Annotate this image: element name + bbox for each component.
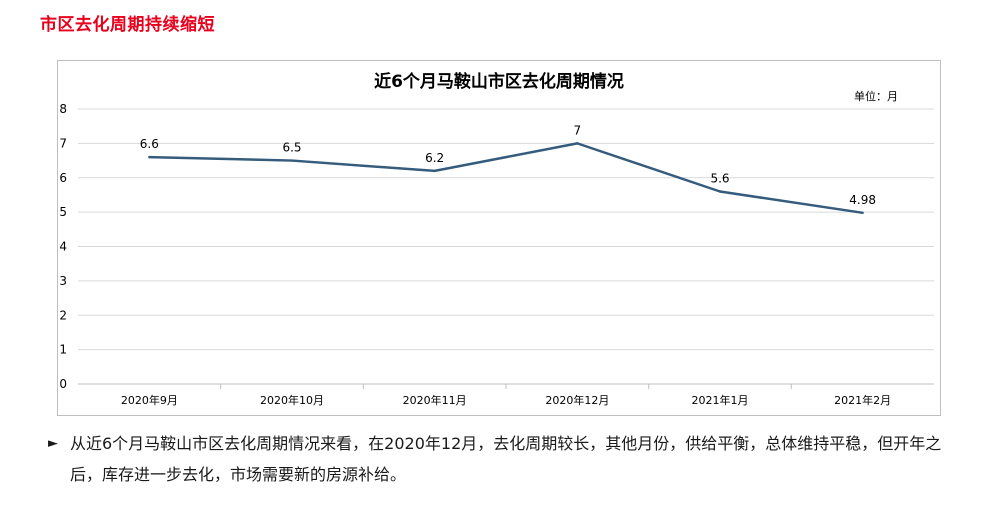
chart-title: 近6个月马鞍山市区去化周期情况: [374, 71, 624, 92]
section-title: 市区去化周期持续缩短: [40, 15, 215, 35]
data-label: 4.98: [849, 193, 876, 207]
x-tick-label: 2020年11月: [403, 393, 467, 407]
unit-label: 单位：月: [854, 89, 898, 103]
data-label: 6.6: [140, 137, 159, 151]
data-point: [148, 155, 151, 159]
summary-paragraph: ► 从近6个月马鞍山市区去化周期情况来看，在2020年12月，去化周期较长，其他…: [48, 428, 953, 490]
line-chart: 0 1 2 3 4 5 6 7 8 2020年9月 2020年10月 2020年11月 2020年12…: [59, 71, 934, 407]
y-tick-label: 3: [59, 274, 67, 288]
y-tick-label: 2: [59, 308, 67, 322]
data-point: [433, 169, 436, 173]
gridlines: [78, 108, 934, 385]
data-label: 6.2: [425, 151, 444, 165]
chart-frame: 0 1 2 3 4 5 6 7 8 2020年9月 2020年10月 2020年11月 2020年12…: [57, 60, 941, 416]
data-point: [861, 211, 864, 215]
series-layer: [148, 142, 864, 215]
data-label: 6.5: [282, 141, 301, 155]
y-tick-labels: 0 1 2 3 4 5 6 7 8: [59, 102, 67, 391]
bullet-icon: ►: [48, 436, 58, 451]
data-point: [576, 142, 579, 145]
x-tick-labels: 2020年9月 2020年10月 2020年11月 2020年12月 2021年1月 20…: [121, 384, 891, 407]
y-tick-label: 5: [59, 205, 67, 219]
x-tick-label: 2021年1月: [692, 393, 749, 407]
y-tick-label: 0: [59, 377, 67, 391]
y-tick-label: 6: [59, 171, 67, 185]
x-tick-label: 2020年10月: [260, 393, 324, 407]
x-tick-label: 2020年12月: [545, 393, 609, 407]
data-label: 5.6: [710, 172, 729, 186]
y-tick-label: 7: [59, 136, 67, 150]
data-point: [290, 159, 294, 162]
x-tick-label: 2021年2月: [834, 393, 891, 407]
data-point: [718, 190, 722, 193]
data-labels: 6.6 6.5 6.2 7 5.6 4.98: [140, 123, 876, 206]
x-tick-label: 2020年9月: [121, 393, 178, 407]
summary-text: 从近6个月马鞍山市区去化周期情况来看，在2020年12月，去化周期较长，其他月份…: [70, 434, 942, 484]
y-tick-label: 8: [59, 102, 67, 116]
data-label: 7: [574, 123, 582, 137]
y-tick-label: 4: [59, 240, 67, 254]
series-line: [149, 142, 863, 215]
y-tick-label: 1: [59, 343, 67, 357]
